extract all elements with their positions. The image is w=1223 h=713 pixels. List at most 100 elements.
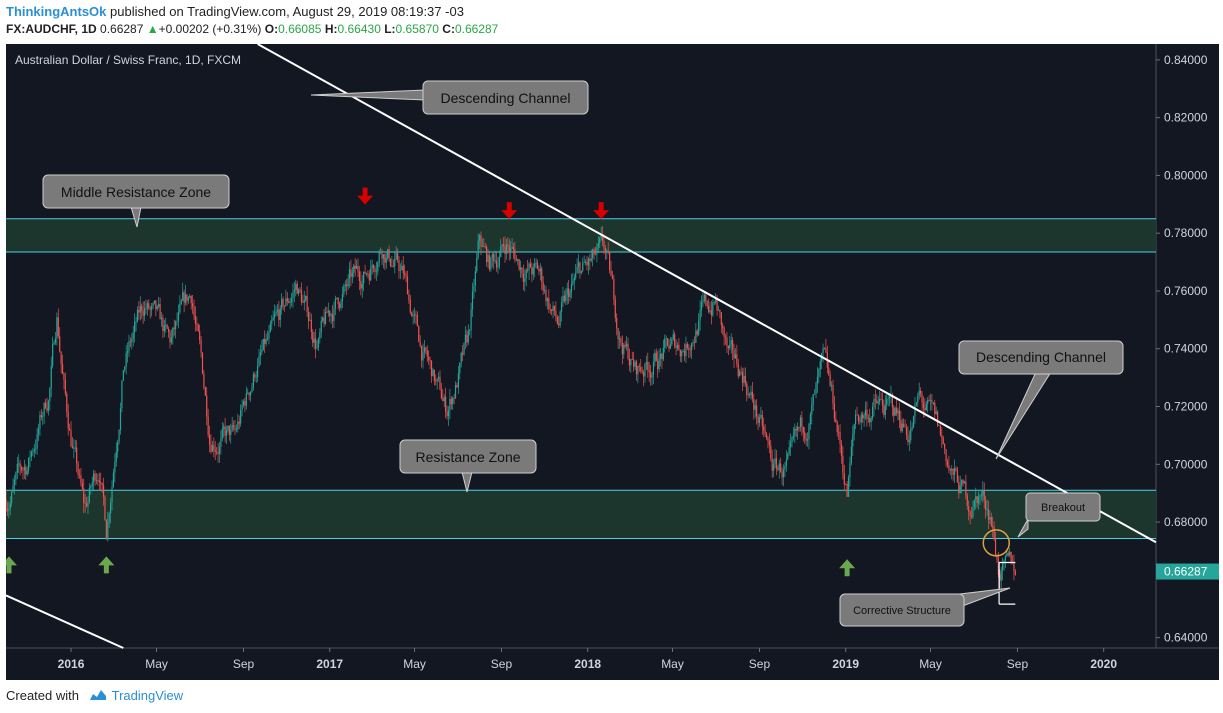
candle-body bbox=[915, 402, 917, 405]
candle-body bbox=[975, 496, 977, 500]
candle-body bbox=[633, 359, 635, 367]
candle-body bbox=[322, 317, 324, 321]
candle-body bbox=[355, 266, 358, 269]
candle-body bbox=[464, 334, 467, 343]
up-arrow-icon bbox=[98, 556, 115, 574]
candle-body bbox=[183, 292, 185, 303]
chart-svg[interactable]: Australian Dollar / Swiss Franc, 1D, FXC… bbox=[1, 43, 1219, 680]
candle-body bbox=[551, 309, 553, 311]
candle-body bbox=[729, 344, 731, 349]
candle-body bbox=[986, 509, 988, 511]
candle-body bbox=[864, 409, 867, 416]
candle-body bbox=[283, 305, 286, 307]
candle-body bbox=[1013, 562, 1015, 572]
author-name[interactable]: ThinkingAntsOk bbox=[6, 4, 107, 19]
candle-body bbox=[1010, 551, 1012, 563]
price-axis-panel[interactable] bbox=[1156, 44, 1219, 680]
candle-body bbox=[261, 349, 263, 353]
x-tick-label: 2019 bbox=[832, 657, 859, 671]
candle-body bbox=[90, 486, 92, 489]
callout-breakout[interactable]: Breakout bbox=[1017, 492, 1101, 538]
candle-body bbox=[722, 324, 724, 328]
candle-body bbox=[511, 246, 513, 249]
candle-body bbox=[193, 306, 195, 317]
tradingview-brand[interactable]: TradingView bbox=[111, 688, 184, 703]
candle-body bbox=[747, 394, 749, 396]
candle-body bbox=[235, 429, 238, 431]
candle-body bbox=[347, 278, 349, 287]
candle-body bbox=[924, 407, 926, 411]
candle-body bbox=[672, 334, 674, 340]
candle-body bbox=[206, 395, 208, 417]
candle-body bbox=[584, 261, 587, 263]
candle-body bbox=[901, 423, 903, 432]
candle-body bbox=[179, 303, 181, 313]
open-label: O: bbox=[264, 22, 279, 36]
candle-body bbox=[257, 366, 259, 377]
candle-body bbox=[121, 380, 123, 409]
candle-body bbox=[50, 365, 52, 389]
candle-body bbox=[839, 432, 841, 444]
candle-body bbox=[953, 468, 956, 475]
candle-body bbox=[436, 378, 438, 382]
candle-body bbox=[921, 394, 923, 403]
candle-body bbox=[590, 258, 592, 261]
corrective-structure-label: Corrective Structure bbox=[853, 605, 951, 617]
callout-middle-resistance-zone[interactable]: Middle Resistance Zone bbox=[42, 174, 230, 228]
candle-body bbox=[418, 326, 420, 342]
candle-body bbox=[248, 392, 250, 396]
candle-body bbox=[985, 500, 987, 510]
callout-corrective-structure[interactable]: Corrective Structure bbox=[839, 587, 1011, 627]
chart-area[interactable]: Australian Dollar / Swiss Franc, 1D, FXC… bbox=[1, 43, 1219, 680]
candle-body bbox=[631, 359, 633, 361]
candle-body bbox=[611, 276, 614, 279]
descending-channel-label-bottom: Descending Channel bbox=[976, 349, 1106, 365]
resistance-zone bbox=[6, 490, 1156, 539]
callout-resistance-zone[interactable]: Resistance Zone bbox=[399, 439, 537, 493]
candle-body bbox=[149, 308, 151, 310]
candle-body bbox=[709, 310, 711, 312]
candle-body bbox=[460, 352, 462, 363]
candle-body bbox=[635, 361, 638, 375]
candle-body bbox=[808, 424, 810, 440]
candle-body bbox=[671, 339, 673, 345]
candle-body bbox=[723, 327, 725, 337]
y-tick-label: 0.76000 bbox=[1164, 284, 1208, 298]
candle-body bbox=[406, 276, 409, 295]
candle-body bbox=[599, 237, 601, 244]
candle-body bbox=[989, 517, 991, 520]
candle-body bbox=[830, 385, 833, 386]
candle-body bbox=[217, 452, 219, 454]
candle-body bbox=[859, 421, 861, 423]
callout-descending-channel-top[interactable]: Descending Channel bbox=[310, 80, 589, 115]
last-price-badge bbox=[1156, 563, 1219, 580]
candle-body bbox=[268, 332, 270, 339]
candle-body bbox=[596, 247, 598, 255]
candle-body bbox=[155, 300, 157, 310]
candle-body bbox=[871, 407, 874, 419]
candle-body bbox=[757, 416, 759, 424]
callout-descending-channel-bottom[interactable]: Descending Channel bbox=[958, 340, 1124, 460]
candle-body bbox=[582, 262, 584, 271]
candle-body bbox=[659, 353, 662, 359]
candle-body bbox=[931, 400, 933, 403]
candle-body bbox=[323, 317, 325, 324]
candle-body bbox=[310, 319, 312, 332]
candle-body bbox=[965, 481, 967, 496]
chart-header: ThinkingAntsOk published on TradingView.… bbox=[0, 0, 1223, 44]
candle-body bbox=[363, 271, 365, 284]
candle-body bbox=[941, 435, 943, 439]
candle-body bbox=[189, 296, 191, 298]
candle-body bbox=[753, 398, 755, 410]
candle-body bbox=[210, 444, 212, 452]
candle-body bbox=[689, 349, 691, 351]
candle-body bbox=[95, 480, 98, 482]
candle-body bbox=[391, 265, 393, 267]
candle-body bbox=[674, 334, 676, 347]
symbol-ohlc-line: FX:AUDCHF, 1D 0.66287 ▲+0.00202 (+0.31%)… bbox=[6, 22, 498, 36]
candle-body bbox=[74, 447, 76, 449]
descending-channel-lower-line[interactable] bbox=[5, 594, 124, 649]
descending-channel-upper-line[interactable] bbox=[257, 43, 1157, 544]
candle-body bbox=[570, 283, 573, 293]
candle-body bbox=[320, 320, 322, 333]
